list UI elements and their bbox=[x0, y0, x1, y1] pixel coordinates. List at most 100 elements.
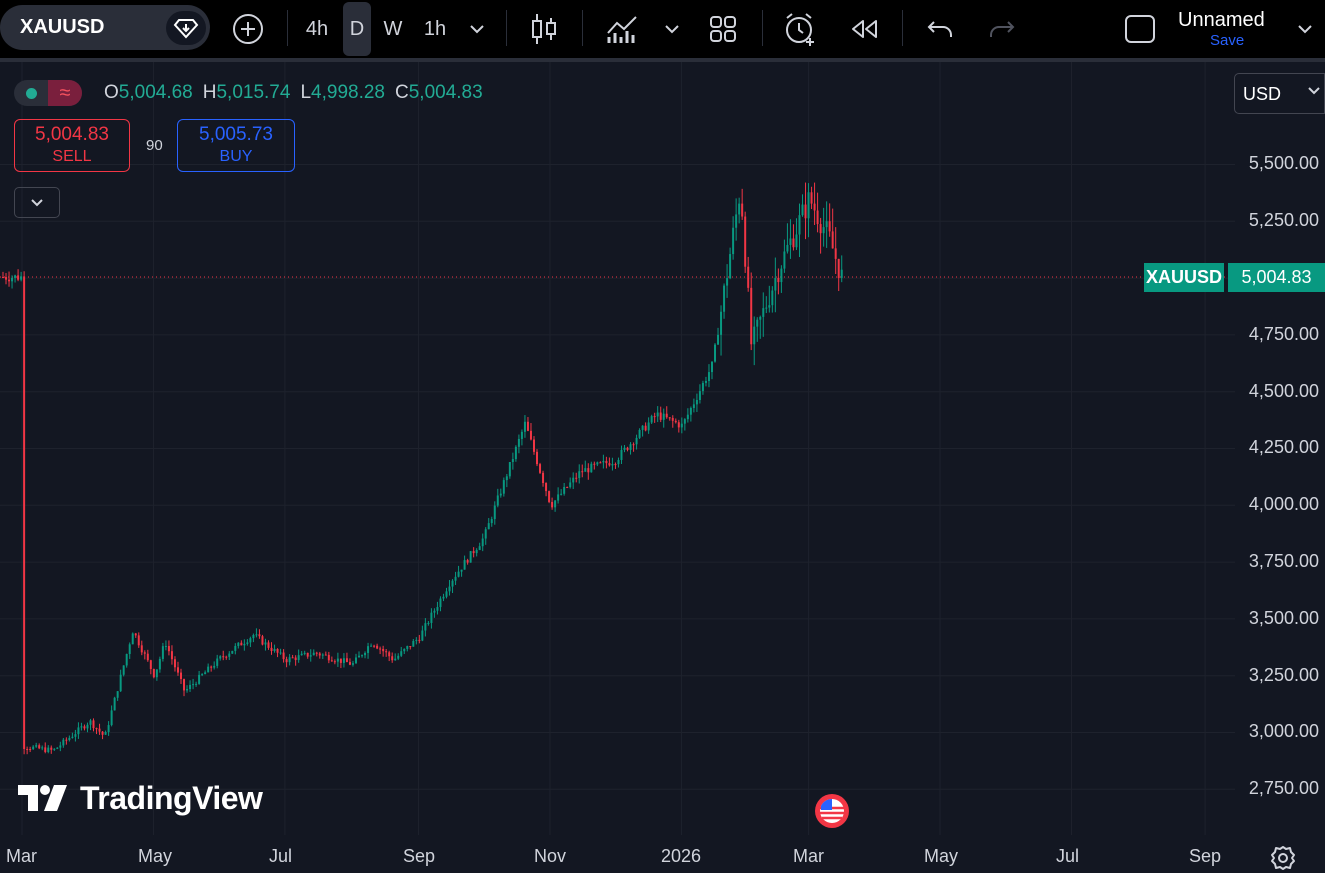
interval-w[interactable]: W bbox=[383, 17, 403, 40]
redo-icon[interactable] bbox=[984, 0, 1020, 58]
candle-body bbox=[638, 429, 641, 438]
save-button[interactable]: Save bbox=[1210, 32, 1245, 49]
candle-body bbox=[647, 422, 650, 431]
tradingview-watermark[interactable]: TradingView bbox=[18, 778, 263, 818]
candle-body bbox=[303, 652, 306, 654]
candle-body bbox=[173, 659, 176, 668]
candle-body bbox=[364, 652, 367, 656]
candle-body bbox=[321, 654, 324, 656]
candle-body bbox=[825, 221, 828, 228]
candle-body bbox=[720, 311, 723, 335]
candle-body bbox=[596, 462, 599, 465]
candle-body bbox=[312, 652, 315, 656]
sell-button[interactable]: 5,004.83 SELL bbox=[14, 119, 130, 172]
price-axis-label: 3,750.00 bbox=[1248, 551, 1319, 572]
candle-body bbox=[659, 412, 662, 420]
candle-body bbox=[195, 683, 198, 685]
candle-body bbox=[828, 221, 831, 232]
candle-body bbox=[554, 500, 557, 508]
diamond-icon[interactable] bbox=[166, 11, 206, 45]
currency-select[interactable]: USD bbox=[1234, 73, 1325, 114]
interval-d[interactable]: D bbox=[343, 2, 371, 56]
candle-body bbox=[276, 649, 279, 653]
candle-body bbox=[762, 308, 765, 317]
candle-body bbox=[478, 546, 481, 550]
candle-body bbox=[143, 652, 146, 654]
indicators-chevron-icon[interactable] bbox=[660, 0, 684, 58]
candle-body bbox=[113, 697, 116, 711]
price-axis-label: 4,500.00 bbox=[1248, 380, 1319, 401]
candle-body bbox=[336, 658, 339, 662]
layout-name[interactable]: Unnamed bbox=[1178, 9, 1265, 31]
chevron-down-icon[interactable] bbox=[464, 0, 490, 58]
gear-icon[interactable] bbox=[1270, 845, 1296, 871]
candle-body bbox=[744, 216, 747, 267]
candle-body bbox=[511, 459, 514, 463]
layout-grid-icon[interactable] bbox=[704, 0, 742, 58]
candle-body bbox=[409, 646, 412, 648]
layout-square-icon[interactable] bbox=[1122, 0, 1158, 58]
candle-body bbox=[14, 275, 17, 278]
candle-body bbox=[729, 254, 732, 279]
add-symbol-icon[interactable] bbox=[228, 0, 268, 58]
candle-body bbox=[704, 380, 707, 383]
candle-body bbox=[644, 425, 647, 431]
candle-body bbox=[228, 653, 231, 657]
candle-body bbox=[128, 644, 131, 655]
market-open-dot bbox=[26, 88, 37, 99]
buy-button[interactable]: 5,005.73 BUY bbox=[177, 119, 295, 172]
interval-1h[interactable]: 1h bbox=[423, 17, 447, 40]
candle-body bbox=[101, 731, 104, 735]
candle-body bbox=[258, 634, 261, 637]
interval-4h[interactable]: 4h bbox=[305, 17, 329, 40]
candle-body bbox=[264, 642, 267, 645]
candle-body bbox=[768, 305, 771, 308]
price-axis-label: 4,250.00 bbox=[1248, 437, 1319, 458]
candle-body bbox=[333, 661, 336, 663]
candle-body bbox=[198, 674, 201, 684]
replay-rewind-icon[interactable] bbox=[846, 0, 882, 58]
candle-body bbox=[225, 656, 228, 658]
candle-body bbox=[834, 248, 837, 259]
candle-body bbox=[771, 290, 774, 306]
candle-body bbox=[309, 655, 312, 657]
indicators-icon[interactable] bbox=[602, 0, 642, 58]
candle-body bbox=[433, 610, 436, 613]
price-axis-label: 4,000.00 bbox=[1248, 494, 1319, 515]
candle-body bbox=[207, 666, 210, 673]
candle-body bbox=[53, 748, 56, 750]
us-flag-event-icon[interactable] bbox=[815, 794, 849, 828]
candle-body bbox=[385, 651, 388, 653]
candles-icon[interactable] bbox=[526, 0, 562, 58]
candle-body bbox=[391, 656, 394, 661]
buy-label: BUY bbox=[219, 148, 253, 165]
price-axis-label: 2,750.00 bbox=[1248, 778, 1319, 799]
candle-body bbox=[294, 657, 297, 661]
time-axis-label: Mar bbox=[6, 846, 37, 866]
collapse-legend-button[interactable] bbox=[14, 187, 60, 218]
candle-body bbox=[539, 464, 542, 473]
candle-body bbox=[339, 658, 342, 663]
candle-body bbox=[575, 477, 578, 479]
candle-body bbox=[415, 639, 418, 641]
undo-icon[interactable] bbox=[922, 0, 958, 58]
candle-body bbox=[231, 650, 234, 654]
candle-body bbox=[656, 412, 659, 417]
candle-body bbox=[750, 287, 753, 345]
candle-body bbox=[237, 642, 240, 646]
candle-body bbox=[454, 576, 457, 581]
candle-body bbox=[373, 645, 376, 647]
candle-body bbox=[590, 463, 593, 473]
layout-chevron-icon[interactable] bbox=[1294, 0, 1316, 58]
market-status[interactable]: ≈ bbox=[14, 80, 82, 106]
candle-body bbox=[285, 659, 288, 663]
candle-body bbox=[324, 654, 327, 656]
chevron-down-icon bbox=[31, 198, 43, 206]
candle-body bbox=[131, 633, 134, 645]
candle-body bbox=[152, 669, 155, 678]
symbol-search-button[interactable]: XAUUSD bbox=[0, 5, 210, 50]
alert-clock-icon[interactable] bbox=[780, 0, 820, 58]
candle-body bbox=[617, 459, 620, 465]
candle-body bbox=[2, 277, 4, 278]
